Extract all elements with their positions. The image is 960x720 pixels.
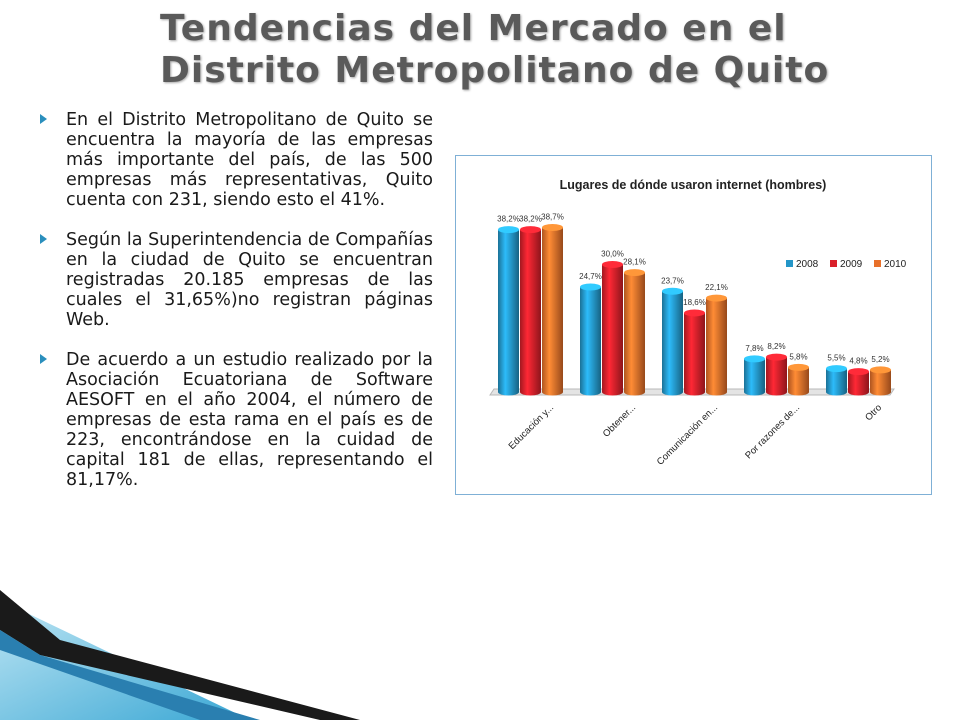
slide-title: Tendencias del Mercado en el Distrito Me… bbox=[160, 8, 950, 92]
bar bbox=[744, 355, 765, 396]
bullet-arrow-icon bbox=[40, 354, 47, 364]
bar bbox=[706, 294, 727, 396]
data-label: 8,2% bbox=[767, 342, 785, 351]
decor-shape-black bbox=[0, 590, 360, 720]
bar-body bbox=[662, 291, 683, 396]
bar bbox=[602, 261, 623, 396]
bullet-text: En el Distrito Metropolitano de Quito se… bbox=[66, 110, 433, 210]
data-label: 5,5% bbox=[827, 354, 845, 363]
bar-body bbox=[580, 287, 601, 396]
bar-top bbox=[662, 287, 683, 295]
bullet-arrow-icon bbox=[40, 114, 47, 124]
bullet-item: En el Distrito Metropolitano de Quito se… bbox=[38, 110, 433, 210]
bar bbox=[826, 365, 847, 396]
data-label: 22,1% bbox=[705, 283, 728, 292]
legend-label: 2009 bbox=[840, 259, 863, 270]
bar-body bbox=[624, 272, 645, 396]
slide-title-line-1: Tendencias del Mercado en el bbox=[160, 8, 787, 49]
bullet-text: Según la Superintendencia de Compañías e… bbox=[66, 230, 433, 330]
bar bbox=[624, 269, 645, 396]
data-label: 28,1% bbox=[623, 258, 646, 267]
bar-top bbox=[870, 366, 891, 374]
bar-body bbox=[602, 264, 623, 396]
data-label: 5,2% bbox=[871, 355, 889, 364]
decorative-corner-graphic bbox=[0, 590, 360, 720]
category-label: Comunicación en... bbox=[655, 402, 720, 467]
bar-top bbox=[826, 365, 847, 373]
bar-body bbox=[684, 312, 705, 396]
bar bbox=[848, 368, 869, 396]
bullet-arrow-icon bbox=[40, 234, 47, 244]
legend-label: 2008 bbox=[796, 259, 819, 270]
bullet-item: Según la Superintendencia de Compañías e… bbox=[38, 230, 433, 330]
bar-top bbox=[788, 363, 809, 371]
bar-body bbox=[826, 368, 847, 396]
bullet-item: De acuerdo a un estudio realizado por la… bbox=[38, 350, 433, 490]
category-label: Por razones de... bbox=[743, 402, 802, 461]
legend-label: 2010 bbox=[884, 259, 907, 270]
bar-body bbox=[744, 358, 765, 396]
bar-body bbox=[848, 371, 869, 396]
data-label: 38,7% bbox=[541, 213, 564, 222]
legend-swatch bbox=[874, 260, 881, 267]
data-label: 23,7% bbox=[661, 276, 684, 285]
bar-top bbox=[542, 224, 563, 232]
slide-title-line-2: Distrito Metropolitano de Quito bbox=[160, 50, 830, 91]
bar bbox=[870, 366, 891, 396]
bar-top bbox=[602, 261, 623, 268]
bar bbox=[498, 226, 519, 396]
data-label: 5,8% bbox=[789, 352, 807, 361]
data-label: 30,0% bbox=[601, 250, 624, 259]
bar bbox=[662, 287, 683, 396]
bar-top bbox=[848, 368, 869, 376]
bar-top bbox=[520, 226, 541, 234]
legend-swatch bbox=[786, 260, 793, 267]
bar-body bbox=[498, 229, 519, 396]
category-label: Educación y... bbox=[507, 402, 556, 451]
bar-top bbox=[766, 353, 787, 361]
category-label: Otro bbox=[863, 402, 884, 423]
bar-body bbox=[706, 298, 727, 396]
bar-top bbox=[624, 269, 645, 277]
bullet-list: En el Distrito Metropolitano de Quito se… bbox=[38, 110, 433, 510]
bar-body bbox=[520, 229, 541, 396]
bar-body bbox=[870, 369, 891, 396]
data-label: 38,2% bbox=[519, 215, 542, 224]
bar bbox=[580, 283, 601, 396]
chart-frame: Lugares de dónde usaron internet (hombre… bbox=[455, 155, 932, 495]
bullet-text: De acuerdo a un estudio realizado por la… bbox=[66, 350, 433, 490]
bar bbox=[766, 353, 787, 396]
category-label: Obtener... bbox=[601, 402, 638, 439]
bar-top bbox=[744, 355, 765, 363]
bar-body bbox=[788, 367, 809, 396]
bar bbox=[684, 309, 705, 396]
data-label: 4,8% bbox=[849, 357, 867, 366]
legend-swatch bbox=[830, 260, 837, 267]
chart-title: Lugares de dónde usaron internet (hombre… bbox=[560, 178, 827, 192]
data-label: 24,7% bbox=[579, 272, 602, 281]
bar bbox=[542, 224, 563, 396]
bar-top bbox=[684, 309, 705, 317]
bar bbox=[520, 226, 541, 396]
bar-top bbox=[498, 226, 519, 234]
data-label: 38,2% bbox=[497, 215, 520, 224]
bar-body bbox=[766, 357, 787, 396]
data-label: 7,8% bbox=[745, 344, 763, 353]
bar-top bbox=[706, 294, 727, 302]
bar bbox=[788, 363, 809, 396]
bar-body bbox=[542, 227, 563, 396]
bar-chart: Lugares de dónde usaron internet (hombre… bbox=[489, 178, 907, 468]
bar-top bbox=[580, 283, 601, 291]
data-label: 18,6% bbox=[683, 298, 706, 307]
